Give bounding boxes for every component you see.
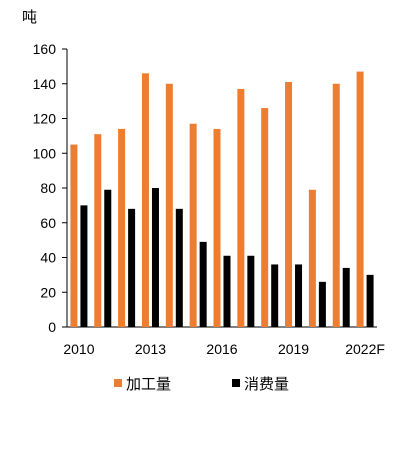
- y-tick-label: 80: [40, 180, 56, 196]
- bar-processing-2021: [332, 83, 340, 327]
- bar-processing-2020: [308, 189, 316, 327]
- y-tick-label: 40: [40, 250, 56, 266]
- bar-consumption-2022F: [366, 274, 374, 327]
- y-tick-label: 0: [48, 319, 56, 335]
- legend-swatch-consumption: [232, 379, 240, 387]
- bar-processing-2018: [261, 108, 269, 327]
- legend-label-processing: 加工量: [126, 376, 171, 393]
- bar-processing-2012: [118, 128, 126, 327]
- bar-processing-2017: [237, 88, 245, 328]
- y-tick-label: 20: [40, 284, 56, 300]
- y-tick-label: 140: [33, 76, 57, 92]
- x-tick-label: 2022F: [345, 341, 385, 357]
- bar-consumption-2012: [128, 208, 136, 327]
- x-tick-label: 2019: [278, 341, 309, 357]
- bar-consumption-2019: [295, 264, 303, 327]
- bar-processing-2014: [165, 83, 173, 327]
- bar-processing-2016: [213, 128, 221, 327]
- bar-consumption-2010: [80, 205, 88, 327]
- bar-consumption-2021: [342, 267, 350, 327]
- bar-consumption-2020: [318, 281, 326, 327]
- bar-processing-2013: [141, 73, 149, 327]
- bar-consumption-2018: [271, 264, 279, 327]
- bar-processing-2011: [94, 134, 102, 327]
- x-tick-label: 2013: [135, 341, 166, 357]
- bars: [70, 71, 374, 328]
- bar-consumption-2016: [223, 255, 231, 327]
- x-tick-label: 2010: [63, 341, 94, 357]
- y-axis-unit-label: 吨: [22, 9, 37, 26]
- bar-consumption-2011: [104, 189, 112, 327]
- bar-processing-2015: [189, 123, 197, 328]
- y-tick-label: 120: [33, 111, 57, 127]
- legend: 加工量 消费量: [114, 376, 289, 393]
- y-tick-label: 160: [33, 41, 57, 57]
- bar-processing-2010: [70, 144, 78, 327]
- legend-label-consumption: 消费量: [244, 376, 289, 393]
- x-tick-label: 2016: [206, 341, 237, 357]
- bar-processing-2022F: [356, 71, 364, 328]
- legend-swatch-processing: [114, 379, 122, 387]
- y-tick-label: 60: [40, 215, 56, 231]
- bar-consumption-2013: [151, 188, 159, 327]
- bar-consumption-2017: [247, 255, 255, 327]
- y-tick-label: 100: [33, 145, 57, 161]
- axes: 0 20 40 60 80 100 120 140 160 2010 2013 2016 2019 202…: [33, 41, 385, 357]
- bar-consumption-2015: [199, 241, 207, 327]
- bar-consumption-2014: [175, 208, 183, 327]
- bar-processing-2019: [285, 82, 293, 327]
